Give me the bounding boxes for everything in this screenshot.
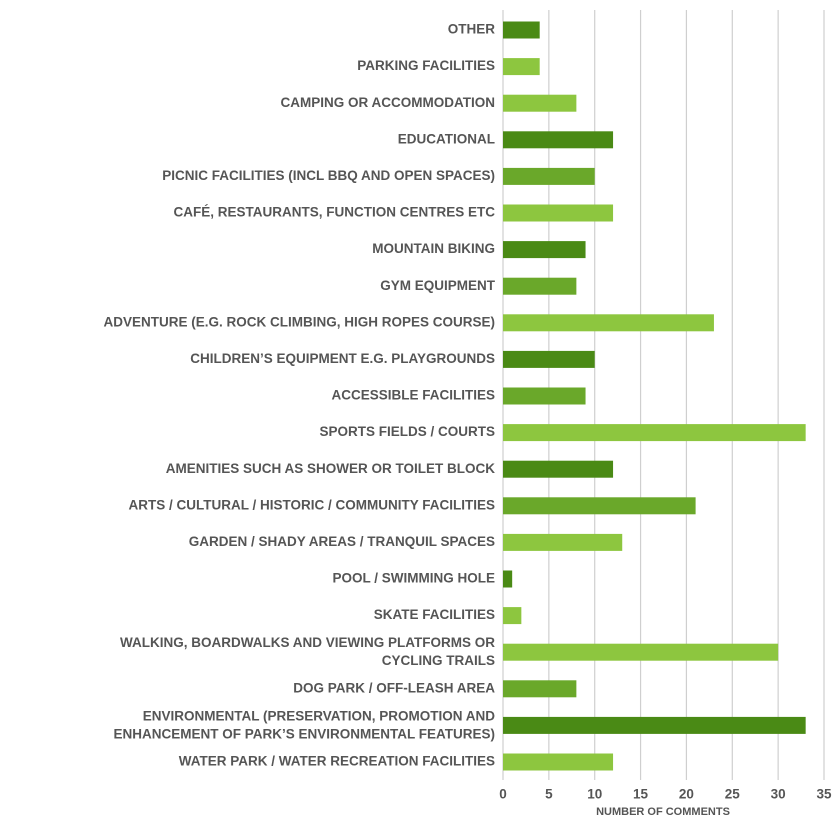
bar — [503, 533, 623, 551]
y-tick-label: PICNIC FACILITIES (INCL BBQ AND OPEN SPA… — [162, 168, 495, 183]
x-axis-label: NUMBER OF COMMENTS — [596, 806, 730, 818]
y-tick-label: ADVENTURE (E.G. ROCK CLIMBING, HIGH ROPE… — [103, 314, 495, 329]
bar — [503, 607, 522, 625]
y-tick-label: WATER PARK / WATER RECREATION FACILITIES — [179, 754, 495, 769]
bar — [503, 497, 696, 515]
y-tick-label: WALKING, BOARDWALKS AND VIEWING PLATFORM… — [120, 635, 495, 668]
y-tick-label: PARKING FACILITIES — [357, 58, 495, 73]
bar — [503, 424, 806, 442]
y-tick-label: CAFÉ, RESTAURANTS, FUNCTION CENTRES ETC — [173, 205, 495, 220]
x-tick-label: 15 — [633, 787, 649, 802]
y-tick-label: MOUNTAIN BIKING — [372, 241, 495, 256]
y-tick-label: AMENITIES SUCH AS SHOWER OR TOILET BLOCK — [166, 461, 496, 476]
y-tick-label: ENVIRONMENTAL (PRESERVATION, PROMOTION A… — [113, 708, 495, 741]
bar — [503, 680, 577, 698]
y-tick-label: ARTS / CULTURAL / HISTORIC / COMMUNITY F… — [128, 497, 495, 512]
y-tick-label: CAMPING OR ACCOMMODATION — [281, 95, 495, 110]
bar — [503, 58, 540, 76]
bar — [503, 277, 577, 295]
bar — [503, 716, 806, 734]
x-tick-label: 0 — [499, 787, 507, 802]
bar — [503, 167, 595, 185]
bar — [503, 241, 586, 259]
y-tick-label: DOG PARK / OFF-LEASH AREA — [293, 680, 495, 695]
bar — [503, 350, 595, 368]
y-tick-label: SKATE FACILITIES — [374, 607, 495, 622]
y-tick-label: CHILDREN’S EQUIPMENT E.G. PLAYGROUNDS — [190, 351, 495, 366]
y-tick-label: POOL / SWIMMING HOLE — [332, 571, 495, 586]
y-tick-label: GARDEN / SHADY AREAS / TRANQUIL SPACES — [189, 534, 495, 549]
x-tick-label: 30 — [771, 787, 786, 802]
bar — [503, 21, 540, 39]
y-tick-label: EDUCATIONAL — [398, 131, 495, 146]
x-tick-label: 35 — [816, 787, 832, 802]
bar — [503, 753, 614, 771]
bar — [503, 131, 614, 149]
bar — [503, 570, 513, 588]
x-tick-label: 5 — [545, 787, 553, 802]
x-tick-label: 25 — [725, 787, 741, 802]
bar — [503, 643, 779, 661]
bar — [503, 460, 614, 478]
y-tick-label: SPORTS FIELDS / COURTS — [319, 424, 495, 439]
x-tick-label: 10 — [587, 787, 602, 802]
x-tick-label: 20 — [679, 787, 694, 802]
bar — [503, 204, 614, 222]
bar — [503, 94, 577, 112]
y-tick-label: OTHER — [448, 22, 496, 37]
y-tick-label: ACCESSIBLE FACILITIES — [331, 388, 495, 403]
bar — [503, 314, 714, 332]
y-tick-label: GYM EQUIPMENT — [380, 278, 496, 293]
bar — [503, 387, 586, 405]
